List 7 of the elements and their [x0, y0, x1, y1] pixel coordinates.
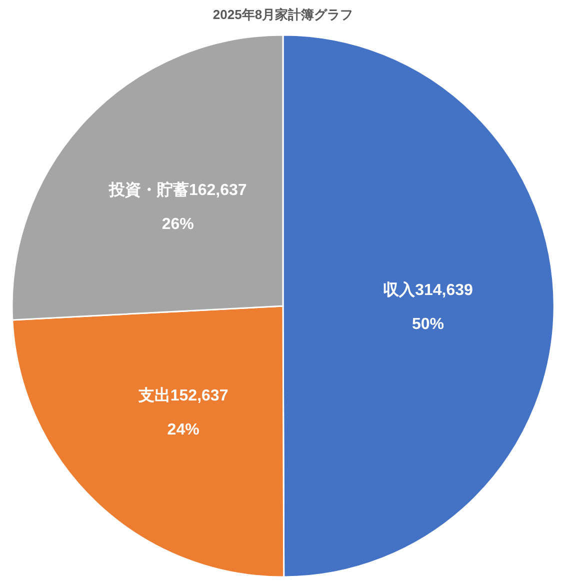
text: 50% [412, 316, 444, 333]
slice-label: 収入314,639 [383, 280, 474, 299]
chart-title: 2025年8月家計簿グラフ [212, 7, 354, 22]
slice-label: 投資・貯蓄162,637 [108, 181, 247, 200]
text: 24% [167, 421, 200, 438]
text: 26% [162, 216, 194, 234]
slice-label: 支出152,637 [137, 386, 228, 404]
